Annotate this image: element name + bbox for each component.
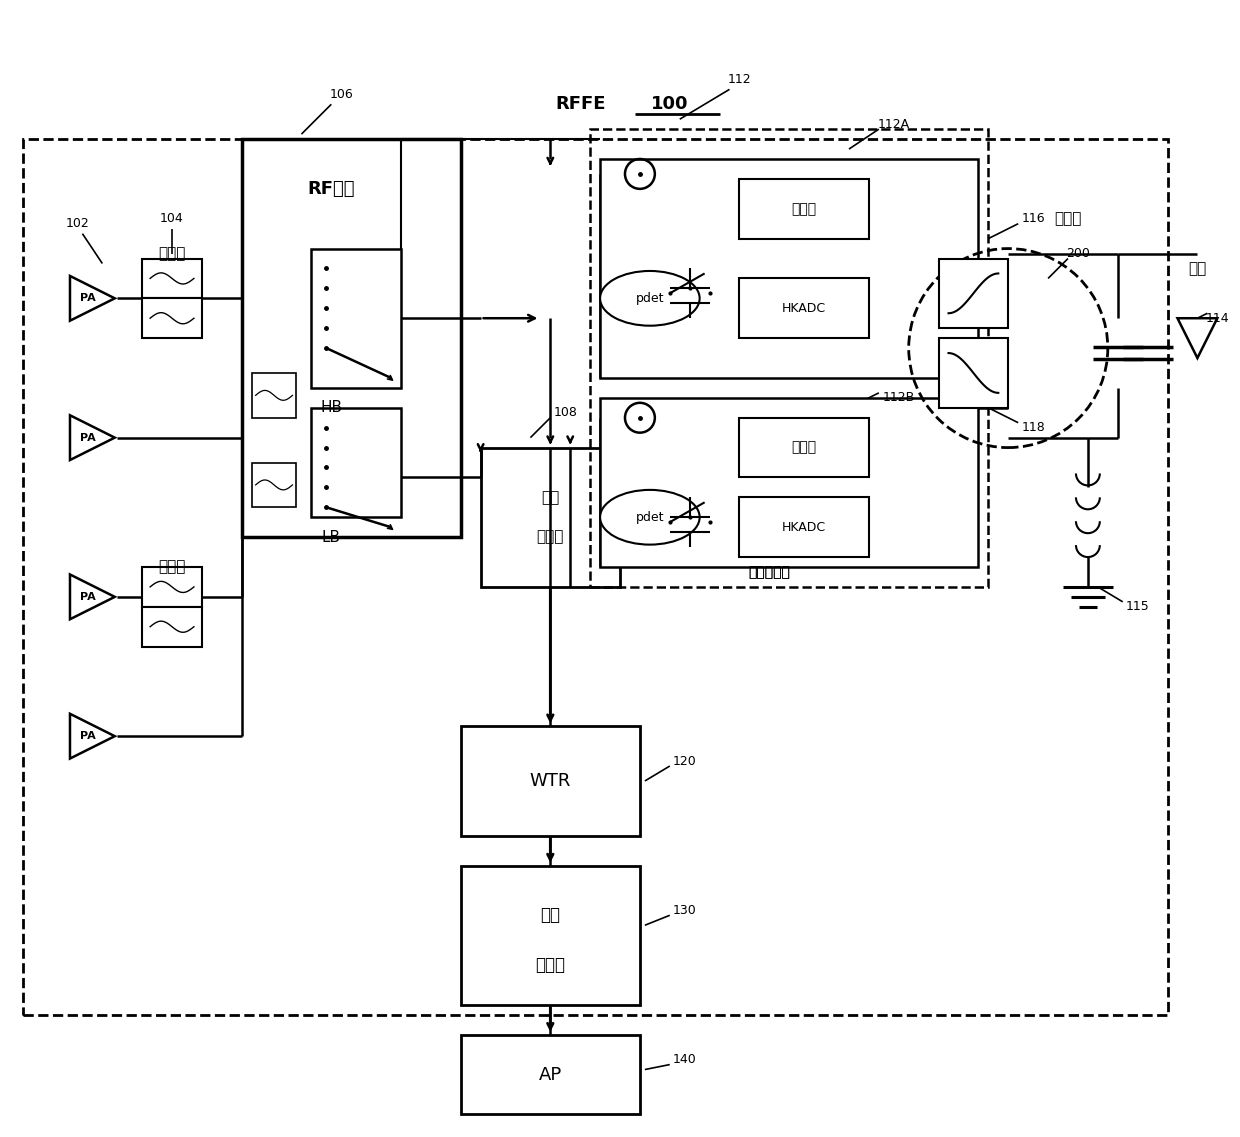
Text: RFFE: RFFE <box>556 96 605 114</box>
Text: 116: 116 <box>1022 213 1045 225</box>
Text: 120: 120 <box>673 755 697 767</box>
Bar <box>143 607 202 647</box>
Text: PA: PA <box>79 293 95 304</box>
Text: HB: HB <box>320 400 342 415</box>
Text: 双工器: 双工器 <box>1054 211 1081 226</box>
Text: 调谐器: 调谐器 <box>791 201 817 216</box>
Bar <box>242 139 461 537</box>
Text: 108: 108 <box>553 406 577 420</box>
Text: pdet: pdet <box>636 292 665 305</box>
Text: 100: 100 <box>651 96 688 114</box>
Text: 调谐器: 调谐器 <box>791 441 817 455</box>
Text: 104: 104 <box>160 213 184 225</box>
Text: 118: 118 <box>1022 421 1045 434</box>
Text: AP: AP <box>538 1065 562 1084</box>
Bar <box>461 727 640 836</box>
Bar <box>481 448 620 587</box>
Bar <box>252 463 296 507</box>
Text: 天线: 天线 <box>1188 262 1207 276</box>
Text: PA: PA <box>79 592 95 601</box>
Text: 106: 106 <box>330 88 353 101</box>
Text: 调谐器电路: 调谐器电路 <box>749 565 790 579</box>
Bar <box>252 373 296 417</box>
Text: 调制: 调制 <box>541 906 560 924</box>
Text: 102: 102 <box>66 217 89 230</box>
Text: 112: 112 <box>728 73 751 86</box>
Text: WTR: WTR <box>529 772 570 790</box>
Bar <box>143 258 202 298</box>
Text: 滤波器: 滤波器 <box>159 559 186 574</box>
Bar <box>739 179 869 239</box>
Text: 140: 140 <box>673 1053 697 1067</box>
Bar <box>600 398 978 567</box>
Bar <box>739 497 869 557</box>
Text: 112A: 112A <box>878 118 910 131</box>
Bar <box>461 865 640 1005</box>
Ellipse shape <box>600 490 699 545</box>
Bar <box>22 139 1168 1015</box>
Bar <box>461 1035 640 1114</box>
Text: pdet: pdet <box>636 511 665 524</box>
Text: 调谐器电路: 调谐器电路 <box>749 565 790 579</box>
Text: 滤波器: 滤波器 <box>159 246 186 262</box>
Text: 解调器: 解调器 <box>536 956 565 974</box>
Text: HKADC: HKADC <box>782 521 826 533</box>
Bar <box>590 130 988 587</box>
Bar <box>739 279 869 338</box>
Text: PA: PA <box>79 433 95 442</box>
Ellipse shape <box>600 271 699 325</box>
Text: HKADC: HKADC <box>782 301 826 315</box>
Text: 130: 130 <box>673 904 697 916</box>
Bar <box>311 249 401 388</box>
Text: 114: 114 <box>1205 312 1229 325</box>
Text: PA: PA <box>79 731 95 741</box>
Bar <box>600 159 978 377</box>
Text: 无源: 无源 <box>541 490 559 505</box>
Bar <box>939 258 1008 329</box>
Bar <box>939 338 1008 408</box>
Text: 组合器: 组合器 <box>537 530 564 545</box>
Bar <box>143 567 202 607</box>
Bar <box>739 417 869 478</box>
Text: 200: 200 <box>1066 247 1090 260</box>
Bar <box>143 298 202 338</box>
Text: RF开关: RF开关 <box>308 180 355 198</box>
Bar <box>311 408 401 517</box>
Text: 112B: 112B <box>883 391 915 405</box>
Text: LB: LB <box>322 530 341 545</box>
Text: 115: 115 <box>1126 600 1149 613</box>
